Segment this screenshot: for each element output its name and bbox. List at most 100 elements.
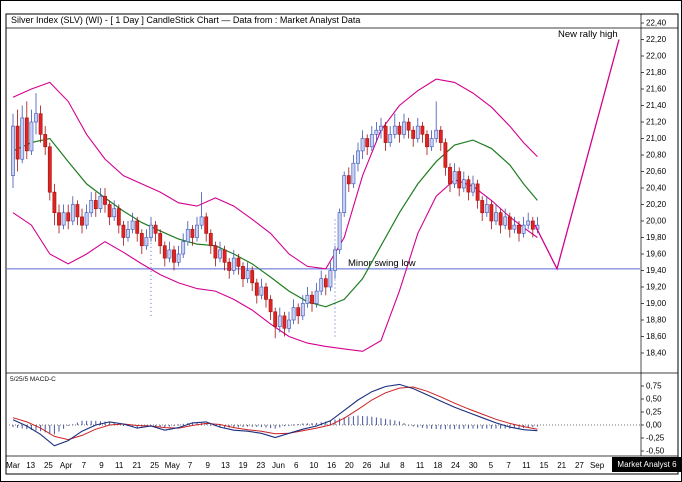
candle-body <box>466 179 471 193</box>
macd-histogram-bar <box>339 418 341 425</box>
date-axis-label: 13 <box>221 461 230 470</box>
chart-frame-border <box>5 13 679 475</box>
candle-body <box>84 212 89 226</box>
macd-histogram-bar <box>293 424 295 426</box>
macd-histogram-bar <box>58 425 60 432</box>
macd-histogram-bar <box>375 417 377 425</box>
price-axis-label: 20,40 <box>646 184 667 193</box>
candle-body <box>245 270 250 279</box>
candle-body <box>282 315 287 329</box>
macd-histogram-bar <box>532 425 534 428</box>
macd-histogram-bar <box>481 425 483 429</box>
date-axis-label: 19 <box>239 461 248 470</box>
date-axis-label: Mar <box>6 461 20 470</box>
price-axis-label: 21,80 <box>646 68 667 77</box>
date-axis-label: 21 <box>132 461 141 470</box>
candle-body <box>47 146 52 193</box>
candle-body <box>273 311 278 327</box>
date-axis-label: 5 <box>489 461 494 470</box>
candle-body <box>475 183 480 201</box>
price-axis-label: 21,00 <box>646 134 667 143</box>
date-axis-label: Jun <box>272 461 285 470</box>
candle-body <box>158 233 163 247</box>
price-axis-label: 22,20 <box>646 35 667 44</box>
candle-body <box>443 142 448 168</box>
price-axis-label: 20,20 <box>646 200 667 209</box>
candle-body <box>57 212 61 226</box>
macd-histogram-bar <box>440 425 442 430</box>
price-axis-label: 21,40 <box>646 101 667 110</box>
macd-histogram-bar <box>472 425 474 429</box>
candle-body <box>360 138 365 152</box>
candle-body <box>190 229 195 238</box>
macd-histogram-bar <box>394 420 396 425</box>
macd-histogram-bar <box>536 425 538 427</box>
candle-body <box>300 303 305 317</box>
macd-axis-label: 0,25 <box>646 408 662 417</box>
price-axis-label: 19,80 <box>646 233 667 242</box>
macd-histogram-bar <box>495 425 497 429</box>
candle-body <box>351 162 356 185</box>
candle-body <box>11 125 15 176</box>
macd-histogram-bar <box>279 425 281 428</box>
price-axis-label: 20,00 <box>646 217 667 226</box>
macd-histogram-bar <box>86 420 88 425</box>
candle-body <box>89 200 94 214</box>
macd-histogram-bar <box>477 425 479 429</box>
macd-histogram-bar <box>352 416 354 425</box>
macd-histogram-bar <box>173 425 175 426</box>
candle-body <box>489 204 494 222</box>
date-axis-label: 7 <box>188 461 193 470</box>
candle-body <box>130 220 135 230</box>
price-axis-label: 19,00 <box>646 299 667 308</box>
candle-body <box>80 216 84 226</box>
candle-body <box>411 129 416 139</box>
macd-histogram-bar <box>467 425 469 429</box>
candle-body <box>429 138 434 148</box>
candle-body <box>98 195 103 209</box>
candle-body <box>494 212 498 222</box>
macd-histogram-bar <box>159 425 161 427</box>
price-axis-label: 20,80 <box>646 151 667 160</box>
macd-histogram-bar <box>233 425 235 428</box>
candle-body <box>254 282 259 296</box>
candle-body <box>176 253 181 263</box>
annotation-new-rally-high[interactable]: New rally high <box>558 29 618 40</box>
candle-body <box>319 278 324 292</box>
candle-body <box>507 216 512 230</box>
macd-histogram-bar <box>219 425 221 428</box>
candle-body <box>103 195 107 205</box>
annotation-minor-swing-low[interactable]: Minor swing low <box>348 258 416 269</box>
macd-histogram-bar <box>168 425 170 427</box>
date-axis-label: 13 <box>26 461 35 470</box>
macd-histogram-bar <box>421 425 423 428</box>
bollinger-upper-band <box>12 78 538 270</box>
macd-histogram-bar <box>205 423 207 425</box>
candle-body <box>521 224 526 234</box>
macd-indicator-label: 5/25/5 MACD-C <box>10 376 56 383</box>
macd-histogram-bar <box>265 425 267 428</box>
candle-body <box>250 270 255 284</box>
macd-histogram-bar <box>408 424 410 426</box>
plot-area[interactable] <box>6 39 641 352</box>
macd-histogram-bar <box>17 425 19 428</box>
axes: 22,40 22,20 22,00 21,80 21,60 21,40 21,20 21,00… <box>6 19 666 470</box>
candle-body <box>181 241 186 255</box>
macd-histogram-bar <box>458 425 460 429</box>
macd-histogram-bar <box>302 423 304 425</box>
candle-body <box>204 216 209 234</box>
macd-histogram-bar <box>504 425 506 429</box>
macd-histogram-bar <box>256 425 258 427</box>
macd-histogram-bar <box>44 425 46 433</box>
candle-body <box>208 233 213 247</box>
candle-body <box>213 245 218 259</box>
macd-histogram-bar <box>109 421 111 425</box>
candle-body <box>112 208 117 218</box>
date-axis-label: 10 <box>309 461 318 470</box>
projection-trendline[interactable] <box>534 39 620 271</box>
candle-body <box>517 224 521 234</box>
macd-histogram-bar <box>155 425 157 426</box>
candle-body <box>337 212 342 251</box>
